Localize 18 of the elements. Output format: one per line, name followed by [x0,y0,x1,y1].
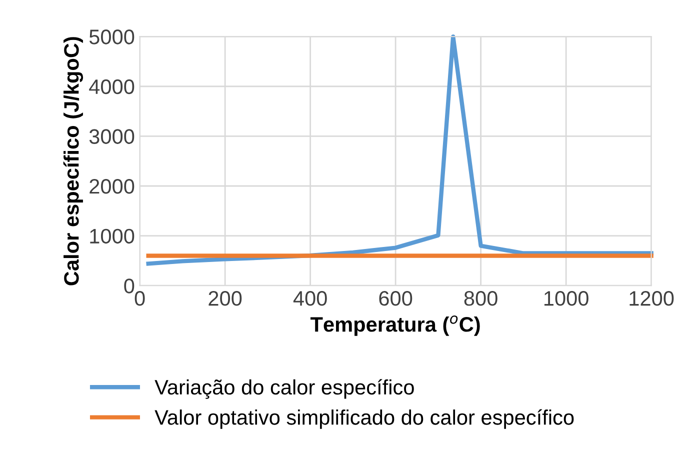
y-axis-title: Calor específico (J/kgoC) [63,37,84,286]
x-tick-label: 600 [379,291,412,306]
y-tick-label: 5000 [89,30,134,44]
y-tick-label: 4000 [89,79,134,94]
x-tick-label: 200 [208,291,242,306]
x-tick-label: 400 [293,291,327,306]
y-tick-label: 2000 [90,179,134,194]
x-tick-label: 800 [464,291,498,306]
legend-label: Variação do calor específico [154,379,414,399]
legend-label: Valor optativo simplificado do calor específico [154,409,574,429]
y-tick-label: 0 [124,278,134,294]
y-tick-label: 1000 [90,228,134,244]
y-tick-label: 3000 [89,129,134,144]
x-tick-label: 1000 [544,291,588,306]
x-axis-title: Temperatura ($^{o}$C) [310,315,480,336]
x-tick-label: 0 [134,291,145,306]
x-tick-label: 1200 [630,291,674,306]
line-series [146,34,654,266]
